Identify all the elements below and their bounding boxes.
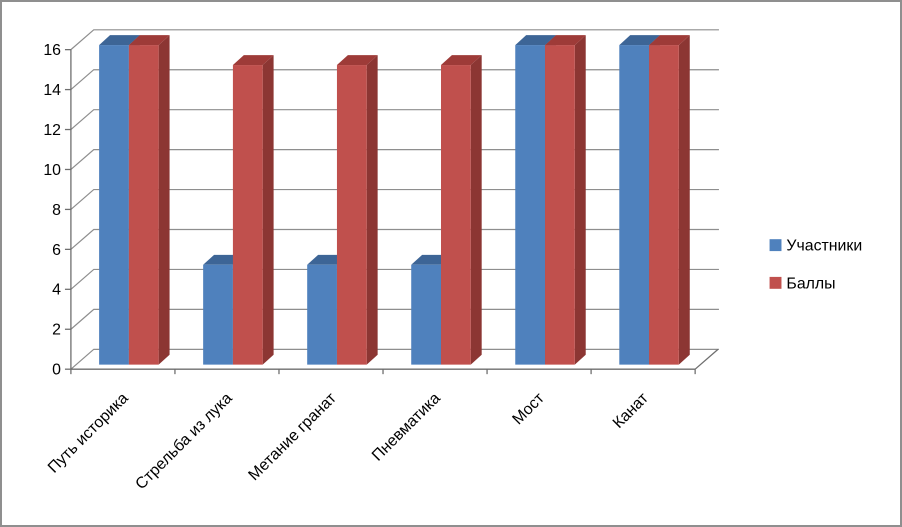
x-category-label: Метание гранат — [245, 390, 339, 484]
bar-bally-cat2 — [232, 55, 274, 365]
gridline-12 — [70, 109, 719, 130]
gridline-8 — [70, 188, 719, 210]
legend-swatch — [769, 276, 782, 289]
gridline-2 — [70, 308, 719, 330]
bar-side-face — [262, 55, 274, 365]
bar-bally-cat3 — [336, 55, 378, 365]
bar-top-face — [440, 55, 482, 66]
bar-top-face — [545, 35, 586, 46]
bar-front-face — [128, 45, 159, 365]
legend-item-bally: Баллы — [769, 275, 836, 292]
x-category-label: Канат — [610, 390, 652, 432]
legend-label: Баллы — [786, 275, 835, 292]
x-category-label: Стрельба из лука — [132, 390, 235, 493]
y-tick-label: 12 — [43, 122, 61, 139]
y-tick-label: 4 — [52, 282, 61, 299]
y-tick-label: 0 — [52, 362, 61, 379]
legend: Участники Баллы — [769, 238, 862, 292]
gridline-10 — [70, 149, 719, 170]
bar-front-face — [411, 264, 441, 365]
bar-top-face — [336, 55, 378, 66]
bar-top-face — [128, 35, 170, 46]
gridline-14 — [70, 69, 719, 91]
bar-front-face — [649, 45, 679, 365]
bar-front-face — [619, 45, 650, 365]
bar-top-face — [232, 55, 274, 66]
legend-swatch — [769, 239, 782, 252]
y-tick-label: 6 — [52, 242, 61, 259]
gridline-6 — [70, 228, 719, 250]
bar-side-face — [678, 35, 690, 365]
bar-top-face — [649, 35, 690, 46]
bar-top-face — [515, 35, 556, 46]
x-axis-labels: Путь историка Стрельба из лука Метание гра… — [45, 390, 652, 493]
x-category-label: Мост — [509, 390, 547, 428]
bar-side-face — [470, 55, 482, 365]
bar-front-face — [440, 65, 471, 365]
bar-side-face — [366, 55, 378, 365]
x-category-label: Пневматика — [369, 390, 444, 465]
gridline-4 — [70, 268, 719, 290]
bar-bally-cat6 — [649, 35, 690, 365]
bar-front-face — [232, 65, 263, 365]
bar-top-face — [99, 35, 140, 46]
bar-front-face — [203, 264, 233, 365]
x-category-label: Путь историка — [45, 390, 132, 477]
bar-front-face — [336, 65, 367, 365]
y-tick-label: 8 — [52, 202, 61, 219]
y-tick-label: 14 — [43, 82, 61, 99]
bar-front-face — [515, 45, 546, 365]
bar-bally-cat1 — [128, 35, 170, 365]
gridlines — [70, 29, 719, 370]
gridline-16 — [70, 29, 719, 51]
y-tick-label: 16 — [43, 42, 61, 59]
y-tick-label: 10 — [43, 162, 61, 179]
axes — [64, 48, 719, 375]
bar-bally-cat5 — [545, 35, 586, 365]
y-tick-label: 2 — [52, 322, 61, 339]
bar-front-face — [307, 264, 337, 365]
legend-item-uchastniki: Участники — [769, 238, 862, 255]
bar-front-face — [545, 45, 575, 365]
floor-right-edge — [694, 348, 719, 370]
bar-top-face — [619, 35, 660, 46]
legend-label: Участники — [786, 238, 862, 255]
bar-side-face — [158, 35, 170, 365]
bar-bally-cat4 — [440, 55, 482, 365]
bars — [99, 35, 690, 365]
bar-front-face — [99, 45, 129, 365]
bar-side-face — [574, 35, 586, 365]
gridline-0 — [70, 348, 719, 370]
y-axis-labels: 0 2 4 6 8 10 12 14 16 — [43, 42, 61, 379]
